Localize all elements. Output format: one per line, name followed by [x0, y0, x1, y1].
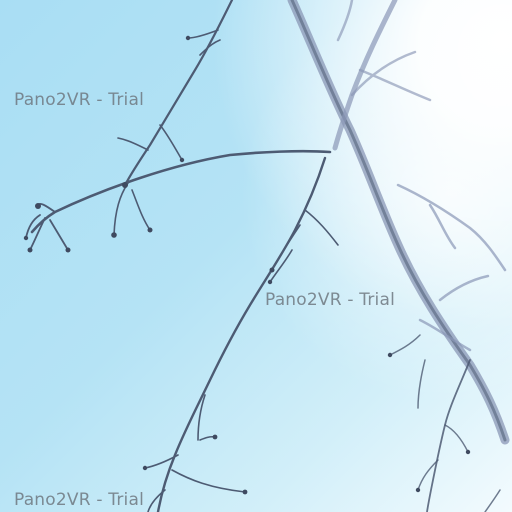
main-branch — [287, 0, 510, 445]
lower-right-branch — [426, 359, 471, 512]
bud-cluster — [23, 35, 471, 495]
watermark-text-bottom: Pano2VR - Trial — [14, 490, 145, 510]
watermark-text-top: Pano2VR - Trial — [14, 90, 145, 110]
descending-branch — [156, 156, 327, 512]
descending-twigs — [144, 209, 339, 512]
left-branch — [30, 149, 332, 234]
upper-right-branch — [332, 0, 398, 151]
upper-left-twigs — [113, 29, 221, 236]
watermark-text-middle: Pano2VR - Trial — [265, 290, 396, 310]
right-twigs — [396, 183, 507, 352]
main-branch-core — [290, 0, 507, 442]
upper-twigs — [336, 0, 432, 102]
upper-left-branch — [123, 0, 234, 187]
left-tip-twigs — [25, 202, 69, 251]
lower-right-twigs — [389, 334, 501, 512]
